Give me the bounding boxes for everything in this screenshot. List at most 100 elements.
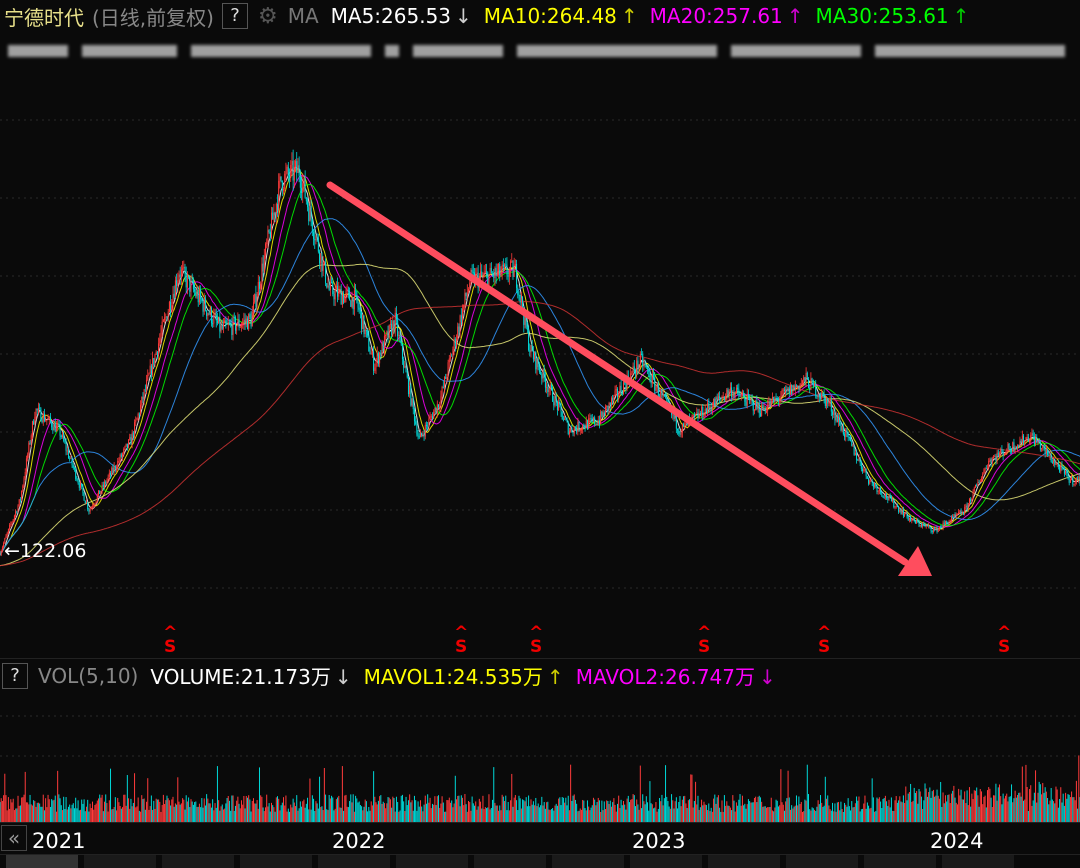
volume-chart[interactable] (0, 694, 1080, 822)
volume-bar (629, 802, 630, 822)
candle-body (545, 378, 546, 388)
volume-bar (359, 802, 360, 822)
candle-body (808, 379, 809, 388)
volume-bar (993, 795, 994, 822)
volume-bar (821, 803, 822, 822)
candle-body (600, 412, 601, 424)
volume-bar (251, 812, 252, 822)
candle-body (880, 488, 881, 492)
volume-bar (151, 795, 152, 822)
volume-bar (211, 808, 212, 822)
volume-bar (849, 806, 850, 822)
volume-bar (571, 801, 572, 822)
volume-bar (999, 784, 1000, 822)
volume-bar (252, 801, 253, 822)
candle-body (857, 460, 858, 461)
volume-bar (60, 798, 61, 822)
candle-body (950, 521, 951, 522)
candle-body (874, 485, 875, 487)
volume-bar (827, 795, 828, 822)
candle-body (1007, 444, 1008, 452)
indicator-tab[interactable] (84, 855, 156, 868)
volume-bar (36, 807, 37, 822)
candle-body (207, 313, 208, 316)
stock-name[interactable]: 宁德时代 (4, 2, 84, 31)
indicator-tab[interactable] (162, 855, 234, 868)
volume-bar (245, 808, 246, 822)
s-marker-icon[interactable]: ^S (817, 626, 831, 654)
candle-body (233, 317, 234, 335)
volume-bar (558, 799, 559, 822)
candle-body (506, 265, 507, 276)
gear-icon[interactable]: ⚙ (258, 4, 278, 29)
indicator-tab[interactable] (630, 855, 702, 868)
indicator-tab[interactable] (708, 855, 780, 868)
scroll-back-button[interactable]: « (1, 825, 27, 851)
candle-body (806, 373, 807, 382)
volume-bar (350, 794, 351, 822)
s-marker-icon[interactable]: ^S (997, 626, 1011, 654)
s-marker-icon[interactable]: ^S (454, 626, 468, 654)
candle-body (1017, 445, 1018, 450)
volume-bar (462, 798, 463, 822)
candle-body (712, 407, 713, 411)
volume-bar (678, 802, 679, 822)
volume-bar (323, 810, 324, 822)
candle-body (51, 422, 52, 427)
volume-bar (765, 806, 766, 822)
volume-bar (1031, 806, 1032, 822)
volume-bar (451, 800, 452, 822)
indicator-tab[interactable] (6, 855, 78, 868)
volume-indicator[interactable]: VOL(5,10) (38, 664, 138, 688)
volume-bar (815, 811, 816, 822)
volume-bar (502, 795, 503, 822)
volume-bar (586, 810, 587, 822)
candle-body (1059, 467, 1060, 472)
candle-body (211, 308, 212, 323)
volume-bar (20, 805, 21, 822)
candle-body (615, 391, 616, 395)
candle-body (613, 395, 614, 401)
indicator-tab[interactable] (474, 855, 546, 868)
candle-body (1057, 463, 1058, 464)
candle-body (1075, 482, 1076, 484)
candle-body (150, 366, 151, 374)
candle-body (702, 407, 703, 417)
indicator-name[interactable]: MA (288, 4, 319, 28)
candle-body (717, 397, 718, 399)
candle-body (864, 469, 865, 470)
candle-body (1028, 437, 1029, 442)
indicator-tab[interactable] (396, 855, 468, 868)
help-button[interactable]: ? (222, 3, 248, 29)
volume-bar (364, 807, 365, 822)
indicator-tab[interactable] (786, 855, 858, 868)
volume-bar (568, 796, 569, 822)
volume-bar (1037, 793, 1038, 822)
indicator-tab[interactable] (864, 855, 936, 868)
candle-body (862, 469, 863, 471)
candle-body (216, 314, 217, 320)
volume-bar (181, 803, 182, 822)
indicator-tab[interactable] (240, 855, 312, 868)
candle-body (373, 352, 374, 371)
price-chart[interactable] (0, 34, 1080, 658)
candle-body (299, 165, 300, 175)
s-marker-icon[interactable]: ^S (163, 626, 177, 654)
candle-body (367, 331, 368, 335)
volume-help-button[interactable]: ? (2, 663, 28, 689)
volume-bar (96, 804, 97, 822)
indicator-tab[interactable] (942, 855, 1014, 868)
candle-body (770, 402, 771, 406)
volume-bar (1047, 798, 1048, 822)
indicator-tab[interactable] (552, 855, 624, 868)
candle-body (112, 468, 113, 472)
volume-bar (492, 800, 493, 822)
volume-bar (585, 808, 586, 822)
volume-bar (792, 809, 793, 822)
s-marker-icon[interactable]: ^S (529, 626, 543, 654)
candle-body (518, 295, 519, 296)
volume-bar (257, 800, 258, 822)
s-marker-icon[interactable]: ^S (697, 626, 711, 654)
indicator-tab[interactable] (318, 855, 390, 868)
volume-bar (897, 803, 898, 822)
